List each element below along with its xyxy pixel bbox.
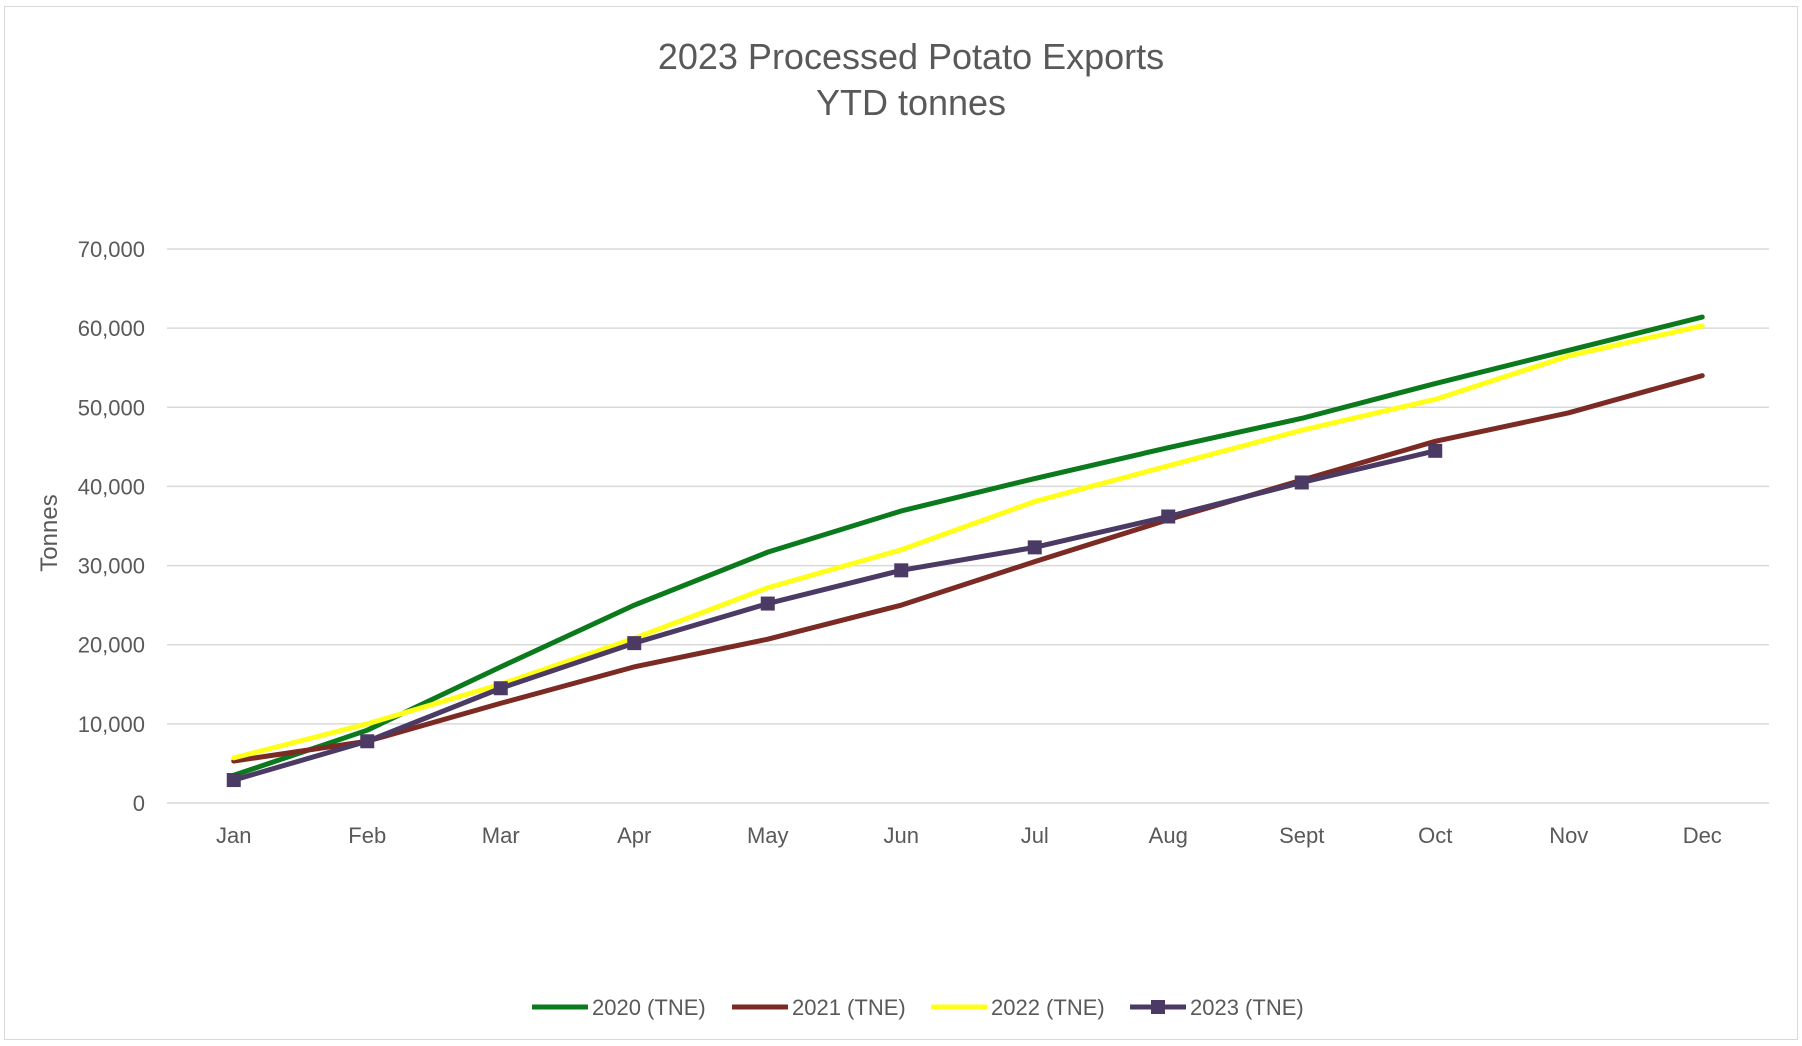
legend-marker (1151, 1000, 1165, 1014)
series-3 (231, 323, 1705, 761)
series-1 (231, 314, 1705, 778)
x-tick-label: Aug (1149, 823, 1188, 848)
series-lines (226, 314, 1705, 788)
x-tick-labels: Jan Feb Mar Apr May Jun Jul Aug Sept Oct Nov Dec (216, 823, 1722, 848)
legend-label: 2023 (TNE) (1190, 995, 1304, 1020)
series-line (231, 323, 1705, 761)
legend-item: 2020 (TNE) (532, 995, 706, 1020)
y-tick-label: 30,000 (78, 554, 145, 579)
y-axis-label: Tonnes (36, 494, 63, 571)
chart-frame: 2023 Processed Potato Exports YTD tonnes… (4, 6, 1798, 1040)
x-tick-label: Sept (1279, 823, 1324, 848)
x-tick-label: Oct (1418, 823, 1452, 848)
x-tick-label: Jun (884, 823, 919, 848)
data-point-marker (894, 563, 909, 578)
data-point-marker (360, 734, 375, 749)
series-line (231, 373, 1705, 764)
x-tick-label: Jul (1021, 823, 1049, 848)
x-tick-label: Apr (617, 823, 651, 848)
data-point-marker (1027, 540, 1042, 555)
x-tick-label: May (747, 823, 789, 848)
x-tick-label: Jan (216, 823, 251, 848)
series-4 (226, 443, 1443, 788)
chart-subtitle: YTD tonnes (816, 82, 1006, 123)
data-point-marker (760, 596, 775, 611)
legend-item: 2023 (TNE) (1130, 995, 1304, 1020)
y-tick-label: 0 (133, 791, 145, 816)
legend-label: 2020 (TNE) (592, 995, 706, 1020)
data-point-marker (493, 681, 508, 696)
y-tick-label: 60,000 (78, 316, 145, 341)
y-tick-label: 20,000 (78, 633, 145, 658)
x-tick-label: Dec (1683, 823, 1722, 848)
legend-label: 2022 (TNE) (991, 995, 1105, 1020)
line-chart: 2023 Processed Potato Exports YTD tonnes… (36, 36, 1769, 1020)
data-point-marker (627, 636, 642, 651)
x-tick-label: Nov (1549, 823, 1588, 848)
y-tick-label: 10,000 (78, 712, 145, 737)
series-line (231, 314, 1705, 778)
y-tick-label: 70,000 (78, 237, 145, 262)
series-line (231, 448, 1438, 783)
legend-item: 2021 (TNE) (732, 995, 906, 1020)
series-2 (231, 373, 1705, 764)
legend-label: 2021 (TNE) (792, 995, 906, 1020)
legend: 2020 (TNE) 2021 (TNE) 2022 (TNE) 2023 (TNE) (532, 995, 1304, 1020)
y-tick-label: 50,000 (78, 395, 145, 420)
data-point-marker (226, 773, 241, 788)
data-point-marker (1161, 509, 1176, 524)
legend-item: 2022 (TNE) (931, 995, 1105, 1020)
x-tick-label: Mar (482, 823, 520, 848)
x-tick-label: Feb (348, 823, 386, 848)
data-point-marker (1294, 475, 1309, 490)
chart-title: 2023 Processed Potato Exports (658, 36, 1164, 77)
y-tick-labels: 0 10,000 20,000 30,000 40,000 50,000 60,000 70,… (78, 237, 145, 816)
y-tick-label: 40,000 (78, 474, 145, 499)
data-point-marker (1428, 443, 1443, 458)
